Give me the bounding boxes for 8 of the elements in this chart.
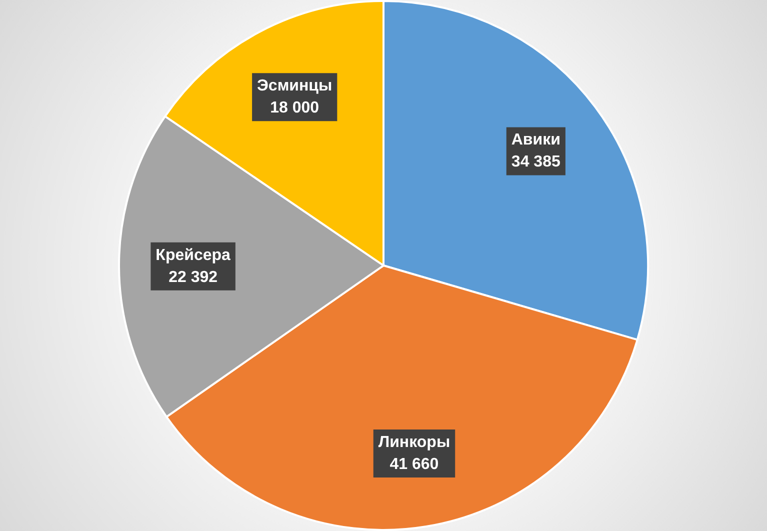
data-label: 34 385 bbox=[511, 154, 560, 171]
slice-label: Авики bbox=[511, 132, 560, 149]
slice-label: Крейсера bbox=[156, 246, 231, 264]
data-label: 18 000 bbox=[270, 99, 320, 116]
data-label: 41 660 bbox=[390, 456, 439, 473]
slice-label: Эсминцы bbox=[257, 77, 332, 94]
slice-label: Линкоры bbox=[378, 434, 450, 451]
data-label: 22 392 bbox=[168, 268, 218, 286]
